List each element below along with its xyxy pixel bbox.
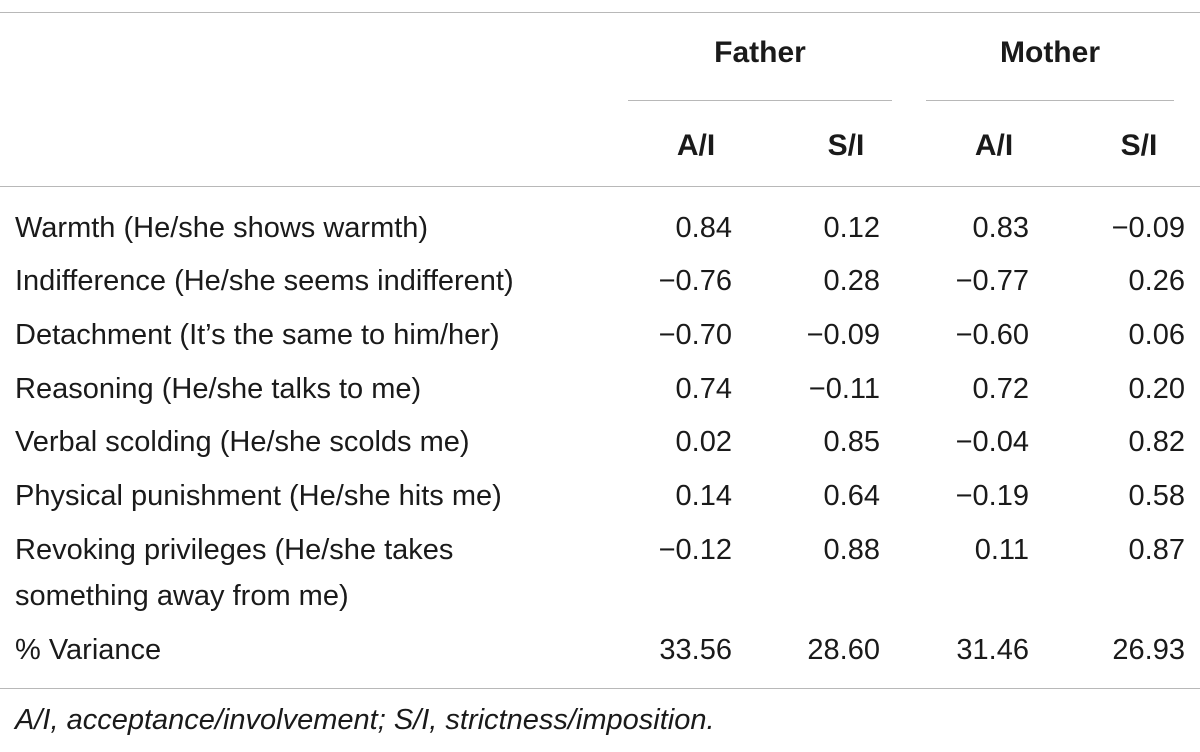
value-mother-ai: −0.60 [955,319,1029,351]
value-mother-si: 0.82 [1128,426,1185,458]
top-rule [0,12,1200,13]
row-label: Verbal scolding (He/she scolds me) [15,426,470,458]
value-mother-ai: 31.46 [956,634,1029,666]
header-rule [0,186,1200,187]
value-father-ai: 33.56 [659,634,732,666]
value-mother-ai: 0.11 [974,534,1029,566]
father-underline [628,100,892,101]
value-mother-ai: −0.19 [955,480,1029,512]
row-label-continued: something away from me) [15,580,349,612]
value-father-ai: −0.76 [658,265,732,297]
value-mother-ai: −0.04 [955,426,1029,458]
value-father-ai: 0.74 [675,373,732,405]
col-header-mother-si: S/I [1120,129,1158,162]
col-header-father-si: S/I [827,129,865,162]
mother-underline [926,100,1174,101]
value-mother-si: 26.93 [1112,634,1185,666]
value-mother-ai: −0.77 [955,265,1029,297]
group-header-father: Father [714,36,806,69]
col-header-mother-ai: A/I [974,129,1014,162]
value-father-ai: −0.70 [658,319,732,351]
col-header-father-ai: A/I [676,129,716,162]
value-father-si: 0.12 [823,212,880,244]
value-father-si: 0.85 [823,426,880,458]
value-father-si: 0.64 [823,480,880,512]
value-father-si: −0.09 [806,319,880,351]
value-mother-si: 0.06 [1128,319,1185,351]
row-label: Reasoning (He/she talks to me) [15,373,422,405]
value-mother-si: 0.58 [1128,480,1185,512]
value-father-ai: 0.02 [675,426,732,458]
group-header-mother: Mother [1000,36,1100,69]
value-mother-si: 0.87 [1128,534,1185,566]
row-label: Physical punishment (He/she hits me) [15,480,502,512]
bottom-rule [0,688,1200,689]
row-label: Revoking privileges (He/she takes [15,534,454,566]
value-father-ai: −0.12 [658,534,732,566]
table-footnote: A/I, acceptance/involvement; S/I, strict… [15,704,715,736]
value-father-si: 28.60 [807,634,880,666]
row-label: % Variance [15,634,162,666]
row-label: Detachment (It’s the same to him/her) [15,319,500,351]
value-father-ai: 0.14 [675,480,732,512]
value-father-ai: 0.84 [675,212,732,244]
value-mother-si: 0.26 [1128,265,1185,297]
value-mother-ai: 0.72 [972,373,1029,405]
row-label: Indifference (He/she seems indifferent) [15,265,514,297]
value-father-si: 0.28 [823,265,880,297]
value-mother-ai: 0.83 [972,212,1029,244]
value-mother-si: −0.09 [1111,212,1185,244]
value-father-si: −0.11 [808,373,880,405]
value-mother-si: 0.20 [1128,373,1185,405]
value-father-si: 0.88 [823,534,880,566]
row-label: Warmth (He/she shows warmth) [15,212,429,244]
